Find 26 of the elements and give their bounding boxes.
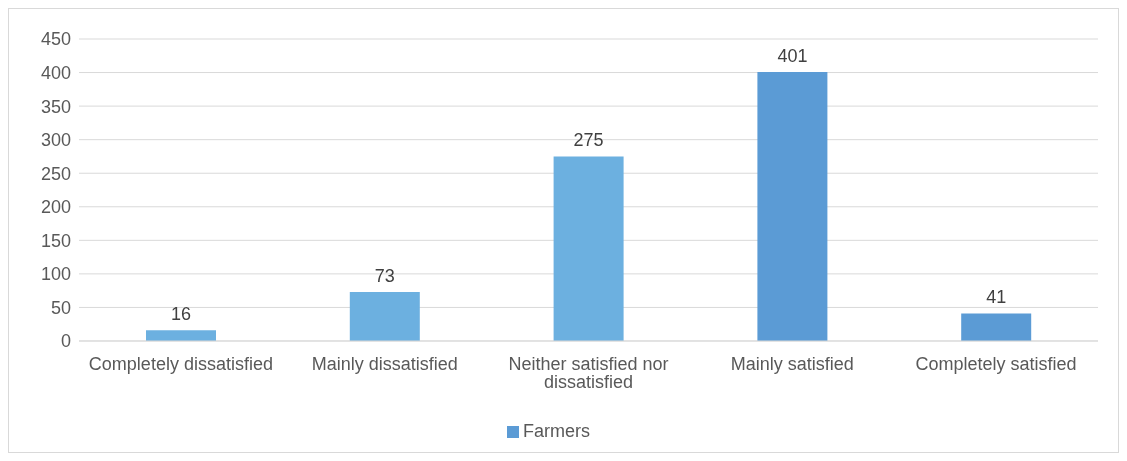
data-label: 401 bbox=[777, 45, 808, 66]
y-tick-label: 100 bbox=[40, 264, 71, 285]
x-tick-label: Neither satisfied nor dissatisfied bbox=[508, 353, 669, 392]
legend-label: Farmers bbox=[523, 421, 590, 441]
y-tick-label: 450 bbox=[40, 29, 71, 50]
bar bbox=[961, 313, 1032, 341]
x-tick-label: Mainly satisfied bbox=[730, 353, 854, 374]
bar bbox=[757, 71, 828, 341]
y-tick-label: 0 bbox=[60, 331, 71, 352]
y-tick-label: 150 bbox=[40, 230, 71, 251]
x-tick-label: Completely dissatisfied bbox=[88, 353, 273, 374]
data-label: 41 bbox=[986, 287, 1007, 308]
y-tick-label: 200 bbox=[40, 197, 71, 218]
y-tick-label: 300 bbox=[40, 130, 71, 151]
y-tick-label: 50 bbox=[50, 297, 71, 318]
y-tick-label: 250 bbox=[40, 163, 71, 184]
data-label: 73 bbox=[374, 266, 395, 287]
bar bbox=[553, 156, 624, 341]
y-tick-label: 400 bbox=[40, 62, 71, 83]
bar bbox=[349, 292, 420, 341]
data-label: 16 bbox=[170, 304, 192, 325]
x-tick-label: Mainly dissatisfied bbox=[311, 353, 458, 374]
y-tick-label: 350 bbox=[40, 96, 71, 117]
x-tick-label: Completely satisfied bbox=[915, 353, 1077, 374]
bar bbox=[146, 330, 216, 341]
data-label: 275 bbox=[573, 130, 604, 151]
